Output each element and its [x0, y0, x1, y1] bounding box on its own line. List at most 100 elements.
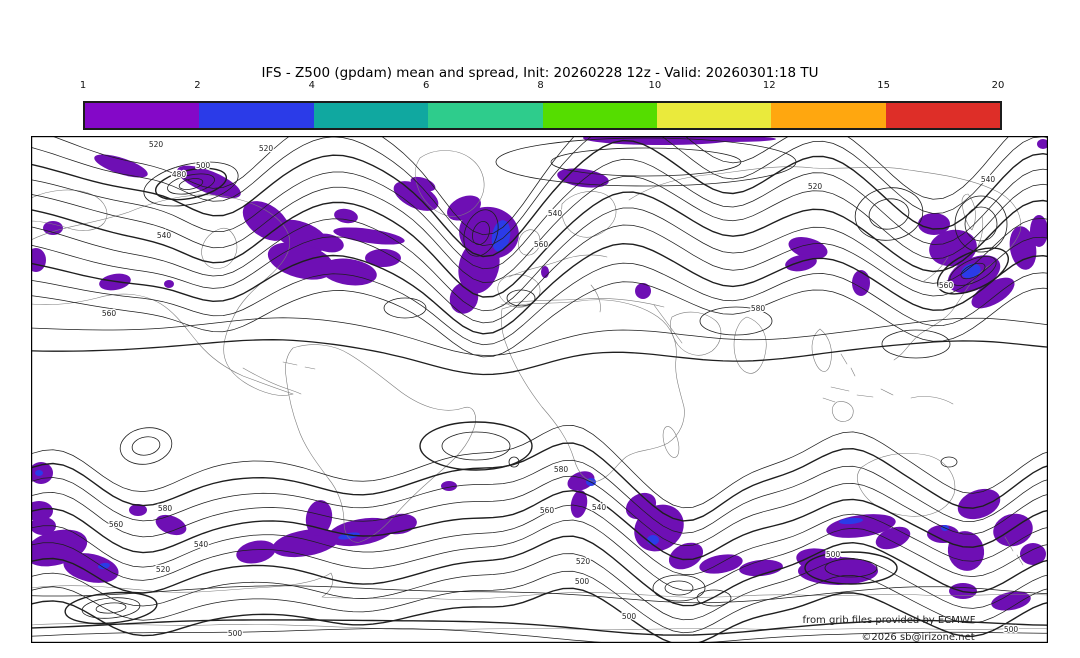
colorbar-tick-label: 15 — [877, 80, 890, 91]
contour-label: 520 — [576, 557, 591, 566]
coast-philippines — [840, 353, 856, 377]
spread-blob-purple — [929, 229, 977, 267]
closed-contour — [508, 456, 520, 468]
spread-blob-purple — [410, 176, 436, 192]
spread-blob-blue — [839, 517, 863, 525]
closed-contour — [699, 306, 773, 336]
contour-line — [31, 475, 1048, 547]
closed-contour — [131, 436, 161, 456]
contour-line — [31, 281, 1048, 358]
colorbar-segment — [542, 103, 657, 128]
contour-line — [31, 139, 1048, 258]
colorbar-segment — [199, 103, 314, 128]
contour-line — [31, 570, 1048, 634]
colorbar-segment — [313, 103, 429, 128]
colorbar-tick-label: 1 — [79, 80, 87, 91]
coastlines — [31, 150, 1048, 630]
contour-line — [31, 136, 1048, 246]
contour-line — [31, 519, 1048, 591]
closed-contour — [472, 220, 490, 246]
contour-line — [31, 317, 1048, 356]
contour-label: 540 — [194, 540, 209, 549]
contour-label: 520 — [259, 144, 274, 153]
spread-blob-purple — [272, 528, 340, 558]
coast-alaska — [31, 189, 108, 231]
spread-blob-purple — [570, 490, 588, 518]
attribution-copyright: ©2026 sb@irizone.net — [861, 632, 974, 643]
contour-label: 560 — [939, 281, 954, 290]
map-frame: 520 520 500 480 540 560 540 560 580 520 540 560 580 5… — [31, 136, 1048, 643]
closed-contour — [154, 167, 228, 201]
coast-red-sea — [653, 304, 683, 344]
contour-label: 500 — [196, 161, 211, 170]
colorbar-tick-label: 10 — [648, 80, 662, 91]
closed-contour — [949, 256, 997, 286]
coast-new-guinea — [910, 396, 954, 405]
colorbar-tick-label: 4 — [308, 80, 315, 91]
contour-line — [31, 553, 1048, 621]
contour-label: 560 — [109, 520, 124, 529]
spread-blob-purple — [991, 591, 1031, 611]
spread-blob-purple — [236, 540, 276, 564]
coast-scandinavia — [561, 191, 617, 238]
coast-north-africa — [500, 298, 665, 308]
coast-borneo — [831, 401, 854, 422]
spread-blob-blue — [491, 220, 511, 252]
contour-label: 480 — [172, 170, 187, 179]
closed-contour — [664, 580, 694, 596]
colorbar-segment — [656, 103, 772, 128]
spread-blob-purple — [1037, 139, 1048, 149]
colorbar — [83, 101, 1002, 130]
spread-blob-purple — [918, 213, 950, 235]
closed-contour — [119, 427, 173, 465]
closed-contour — [95, 602, 127, 614]
contour-label: 500 — [622, 612, 637, 621]
closed-contour — [441, 431, 511, 461]
spread-blob-purple — [365, 249, 401, 267]
contour-label: 500 — [826, 550, 841, 559]
coast-arabia — [670, 311, 722, 356]
contour-line — [31, 504, 1048, 575]
closed-contour — [804, 551, 898, 585]
contour-label: 520 — [149, 140, 164, 149]
closed-contour — [383, 297, 427, 319]
colorbar-tick-row: 1 2 4 6 8 10 12 15 20 — [79, 80, 1005, 94]
spread-blob-blue — [961, 263, 981, 279]
contour-line — [31, 224, 1048, 324]
coast-india — [733, 316, 767, 374]
contour-line — [31, 489, 1048, 561]
contour-line — [31, 619, 1048, 636]
contour-label: 520 — [808, 182, 823, 191]
spread-blob-purple — [334, 208, 358, 224]
colorbar-segment — [428, 103, 543, 128]
coast-caribbean — [282, 361, 316, 370]
colorbar-segment — [885, 103, 1000, 128]
colorbar-tick-label: 20 — [991, 80, 1005, 91]
contour-line — [31, 587, 1048, 643]
spread-blob-purple — [668, 542, 704, 570]
spread-blob-purple — [1020, 543, 1046, 565]
closed-contour — [64, 591, 158, 625]
closed-contour — [143, 161, 239, 207]
contour-label: 540 — [548, 209, 563, 218]
spread-blob-purple — [31, 248, 46, 272]
coast-antarctica — [31, 572, 1048, 600]
contour-line — [31, 459, 1048, 534]
closed-contour — [178, 178, 204, 190]
spread-blob-purple — [164, 280, 174, 288]
colorbar-tick-label: 12 — [762, 80, 776, 91]
coast-sakhalin — [977, 215, 984, 247]
coast-australia — [856, 452, 956, 517]
contour-line — [31, 262, 1048, 346]
spread-blob-purple — [43, 221, 63, 235]
spread-blob-purple — [31, 501, 53, 521]
spread-blob-purple — [458, 238, 500, 294]
contour-labels: 520 520 500 480 540 560 540 560 580 520 540 560 580 5… — [101, 139, 1020, 639]
weather-map: 520 520 500 480 540 560 540 560 580 520 540 560 580 5… — [31, 136, 1048, 643]
spread-blob-purple — [321, 258, 377, 286]
spread-blob-purple — [798, 557, 878, 585]
coast-central-america — [242, 367, 302, 395]
spread-blob-purple — [635, 283, 651, 299]
contour-label: 540 — [981, 175, 996, 184]
